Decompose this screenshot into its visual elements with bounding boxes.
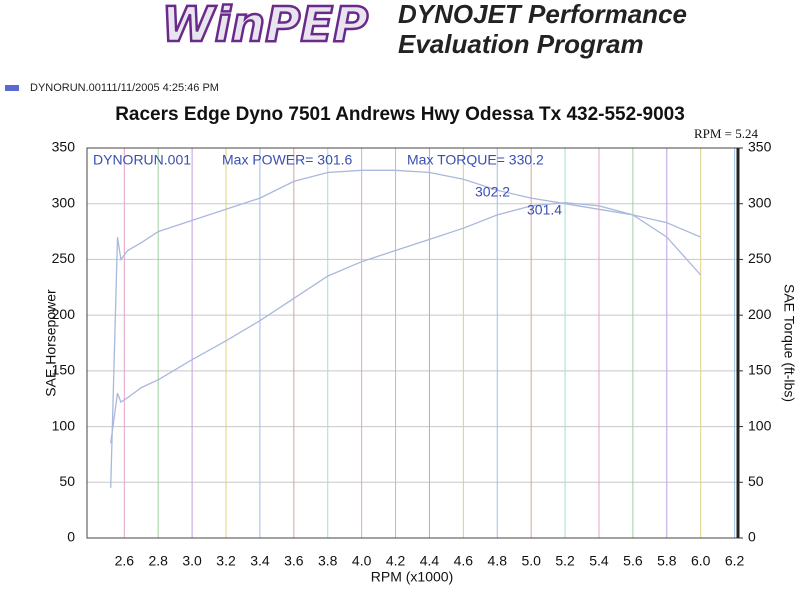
x-tick-label: 5.2	[555, 553, 575, 569]
y-axis-label: SAE Horsepower	[43, 289, 59, 397]
y-tick-label: 250	[52, 250, 76, 266]
x-tick-label: 2.8	[148, 553, 168, 569]
y-tick-label: 100	[52, 417, 76, 433]
x-tick-label: 6.0	[691, 553, 711, 569]
x-tick-label: 3.6	[284, 553, 304, 569]
plot: 0 50 100 150 200 250 300 350 0 50 100 150 200 250 300 3…	[52, 139, 772, 569]
legend-icon	[5, 85, 19, 91]
program-title: Evaluation Program	[398, 29, 644, 59]
y2-tick-label: 200	[748, 306, 772, 322]
y-tick-label: 0	[67, 529, 75, 545]
x-tick-label: 3.8	[318, 553, 338, 569]
y2-tick-label: 300	[748, 194, 772, 210]
x-tick-label: 3.4	[250, 553, 270, 569]
series-line	[110, 201, 702, 444]
x-tick-label: 4.6	[454, 553, 474, 569]
run-info: DYNORUN.00111/11/2005 4:25:46 PM	[30, 82, 219, 94]
x-tick-label: 2.6	[115, 553, 135, 569]
y2-axis-label: SAE Torque (ft-lbs)	[781, 284, 797, 402]
x-tick-label: 6.2	[725, 553, 745, 569]
chart-title: Racers Edge Dyno 7501 Andrews Hwy Odessa…	[115, 104, 685, 125]
x-tick-label: 4.8	[488, 553, 508, 569]
y-tick-label: 300	[52, 194, 76, 210]
y-tick-label: 200	[52, 306, 76, 322]
series-line	[110, 169, 701, 488]
y-tick-label: 350	[52, 139, 76, 155]
logo: WinPEP	[162, 0, 369, 53]
x-tick-label: 4.0	[352, 553, 372, 569]
annotation: DYNORUN.001	[93, 152, 191, 168]
y2-tick-label: 50	[748, 473, 764, 489]
annotation: Max TORQUE= 330.2	[407, 152, 544, 168]
x-tick-label: 3.0	[182, 553, 202, 569]
x-tick-label: 4.2	[386, 553, 406, 569]
cursor-label: RPM = 5.24	[694, 126, 759, 141]
y2-tick-label: 250	[748, 250, 772, 266]
annotation: Max POWER= 301.6	[222, 152, 353, 168]
y2-tick-label: 0	[748, 529, 756, 545]
x-tick-label: 5.8	[657, 553, 677, 569]
y2-tick-label: 150	[748, 362, 772, 378]
x-axis-label: RPM (x1000)	[371, 569, 453, 585]
y2-tick-label: 100	[748, 417, 772, 433]
annotation: 301.4	[527, 202, 562, 218]
plot-frame	[86, 147, 739, 539]
x-tick-label: 5.6	[623, 553, 643, 569]
y-tick-label: 150	[52, 362, 76, 378]
x-tick-label: 5.0	[521, 553, 541, 569]
x-tick-label: 3.2	[216, 553, 236, 569]
x-tick-label: 4.4	[420, 553, 440, 569]
x-tick-label: 5.4	[589, 553, 609, 569]
program-title: DYNOJET Performance	[398, 0, 687, 29]
y-tick-label: 50	[59, 473, 75, 489]
annotation: 302.2	[475, 184, 510, 200]
y2-tick-label: 350	[748, 139, 772, 155]
